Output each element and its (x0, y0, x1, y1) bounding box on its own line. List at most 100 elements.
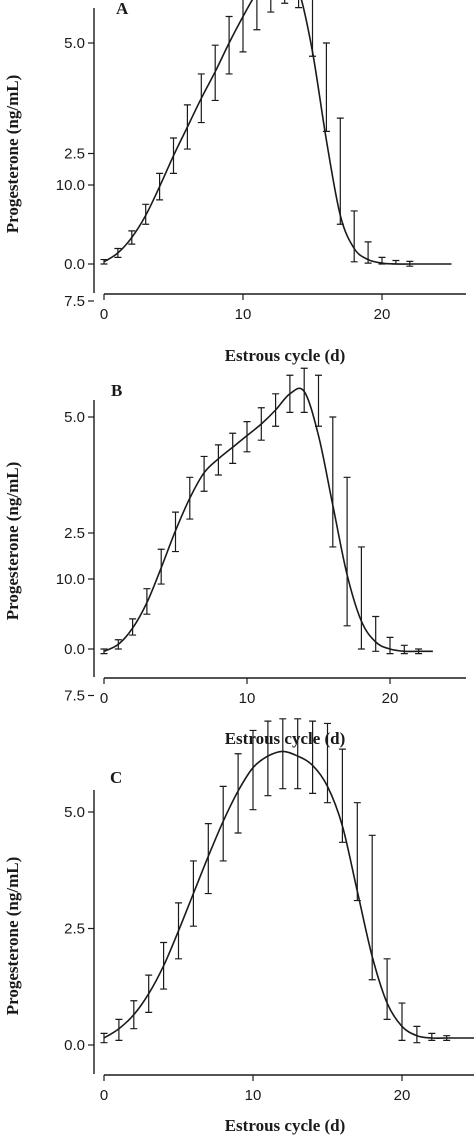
y-tick-label: 10.0 (56, 177, 85, 194)
error-bar (315, 374, 322, 427)
error-bar (392, 259, 400, 265)
y-tick-label: 0.0 (64, 1037, 85, 1054)
error-bar (219, 785, 227, 862)
error-bar (364, 241, 372, 264)
y-tick-label: 2.5 (64, 146, 85, 163)
y-tick-label: 7.5 (64, 293, 85, 310)
error-bar (267, 0, 275, 13)
error-bar (329, 416, 337, 548)
error-bar (338, 748, 346, 843)
panel-label: B (111, 381, 122, 400)
error-bar (142, 203, 150, 225)
y-axis-title: Progesterone (ng/mL) (3, 75, 22, 233)
error-bar (295, 0, 303, 9)
error-bar (128, 230, 136, 245)
x-axis-title: Estrous cycle (d) (225, 346, 346, 365)
error-bar (386, 636, 394, 655)
error-bar (415, 648, 423, 655)
error-bar (115, 1018, 123, 1041)
x-tick-label: 20 (394, 1087, 411, 1104)
error-bar (336, 117, 344, 225)
x-tick-label: 0 (100, 306, 108, 323)
x-tick-label: 10 (235, 306, 252, 323)
error-bar (183, 104, 191, 150)
error-bar (172, 511, 179, 553)
x-tick-label: 20 (382, 690, 399, 707)
error-bar (200, 455, 208, 492)
error-bar (322, 42, 330, 132)
x-axis-title: Estrous cycle (d) (225, 729, 346, 748)
error-bar (130, 1000, 138, 1030)
error-bar (372, 615, 380, 652)
error-bar (229, 432, 237, 464)
error-bar (145, 974, 153, 1013)
error-bar (143, 588, 151, 615)
error-bar (368, 834, 376, 981)
error-bar (175, 902, 182, 960)
error-bar (114, 247, 122, 258)
y-tick-label: 5.0 (64, 409, 85, 426)
error-bar (353, 802, 361, 902)
error-bar (249, 729, 257, 811)
x-axis-title: Estrous cycle (d) (225, 1116, 346, 1135)
x-tick-label: 10 (245, 1087, 262, 1104)
y-tick-label: 0.0 (64, 641, 85, 658)
y-tick-label: 5.0 (64, 35, 85, 52)
error-bar (398, 1002, 406, 1041)
error-bar (428, 1032, 436, 1041)
error-bar (443, 1035, 451, 1041)
progesterone-curve (103, 0, 452, 265)
error-bar (257, 407, 265, 441)
error-bar (286, 374, 294, 413)
error-bar (413, 1025, 421, 1044)
error-bar (157, 548, 165, 585)
error-bar (211, 44, 219, 102)
y-tick-label: 10.0 (56, 571, 85, 588)
error-bar (186, 476, 194, 520)
error-bar (100, 258, 108, 265)
error-bar (253, 0, 261, 31)
error-bar (324, 722, 331, 804)
panel-label: C (110, 768, 122, 787)
error-bar (406, 260, 414, 267)
y-tick-label: 7.5 (64, 688, 85, 705)
error-bar (100, 648, 108, 655)
error-bar (300, 367, 308, 413)
y-tick-label: 2.5 (64, 921, 85, 938)
error-bar (383, 958, 391, 1020)
error-bar (129, 618, 137, 636)
error-bar (234, 753, 242, 834)
error-bar (197, 73, 205, 124)
error-bar (204, 823, 212, 895)
error-bar (400, 644, 408, 655)
error-bar (189, 860, 197, 927)
error-bar (343, 476, 351, 627)
panel-label: A (116, 0, 129, 18)
x-tick-label: 10 (239, 690, 256, 707)
error-bar (350, 210, 358, 263)
error-bar (281, 0, 289, 4)
panel-b: B Estrous cycle (d) Progesterone (ng/mL)… (3, 177, 466, 748)
error-bar (114, 639, 122, 650)
error-bar (239, 0, 247, 53)
error-bar (294, 718, 302, 790)
error-bar (272, 393, 280, 427)
error-bar (378, 256, 386, 265)
y-tick-label: 5.0 (64, 804, 85, 821)
error-bar (309, 0, 316, 57)
error-bar (264, 720, 272, 797)
error-bar (214, 444, 222, 476)
error-bar (309, 720, 317, 794)
error-bar (156, 172, 164, 201)
progesterone-curve (103, 750, 474, 1039)
panel-c: C Estrous cycle (d) Progesterone (ng/mL)… (3, 571, 474, 1135)
y-tick-label: 2.5 (64, 525, 85, 542)
error-bar (160, 941, 168, 990)
progesterone-curve (103, 387, 433, 653)
panel-a: A Estrous cycle (d) Progesterone (ng/mL)… (3, 0, 466, 365)
x-tick-label: 20 (374, 306, 391, 323)
error-bar (100, 1032, 108, 1044)
error-bar (279, 718, 287, 790)
x-tick-label: 0 (100, 1087, 108, 1104)
